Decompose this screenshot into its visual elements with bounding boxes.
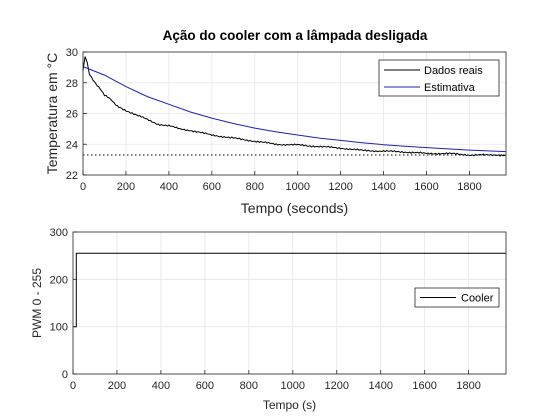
x-tick-label: 1000 <box>285 181 309 193</box>
x-tick-label: 800 <box>240 380 258 392</box>
y-tick-label: 200 <box>50 274 68 286</box>
x-tick-label: 1400 <box>371 181 395 193</box>
x-tick-label: 1800 <box>457 181 481 193</box>
legend: Dados reais Estimativa <box>378 59 500 97</box>
legend-label-dados-reais: Dados reais <box>424 65 483 77</box>
y-tick-label: 0 <box>62 369 68 381</box>
x-tick-label: 200 <box>117 181 135 193</box>
y-axis-label: PWM 0 - 255 <box>30 268 44 338</box>
x-axis-label: Tempo (s) <box>263 398 316 412</box>
temperature-plot: Ação do cooler com a lâmpada desligada 0… <box>44 28 507 216</box>
y-tick-label: 26 <box>66 109 78 121</box>
x-tick-label: 400 <box>152 380 170 392</box>
y-tick-label: 100 <box>50 322 68 334</box>
x-tick-label: 0 <box>70 380 76 392</box>
legend-label-estimativa: Estimativa <box>424 82 476 94</box>
y-tick-label: 22 <box>66 170 78 182</box>
legend: Cooler <box>414 287 500 308</box>
x-tick-label: 0 <box>80 181 86 193</box>
y-tick-label: 300 <box>50 227 68 239</box>
chart-title: Ação do cooler com a lâmpada desligada <box>163 28 428 43</box>
x-tick-label: 1600 <box>412 380 436 392</box>
legend-box <box>378 59 500 97</box>
y-tick-label: 24 <box>66 139 78 151</box>
y-tick-label: 30 <box>66 47 78 59</box>
pwm-plot: 0 200 400 600 800 1000 1200 1400 1600 1800 0 100 20… <box>30 227 507 412</box>
x-tick-label: 1400 <box>368 380 392 392</box>
x-tick-label: 1200 <box>328 181 352 193</box>
x-tick-label: 400 <box>160 181 178 193</box>
legend-box <box>414 287 500 308</box>
y-axis-label: Temperatura em °C <box>44 53 60 175</box>
y-tick-label: 28 <box>66 78 78 90</box>
x-tick-label: 1800 <box>456 380 480 392</box>
legend-label-cooler: Cooler <box>461 293 494 305</box>
series-line-estimativa <box>82 66 507 153</box>
x-tick-label: 1000 <box>281 380 305 392</box>
x-tick-label: 800 <box>246 181 264 193</box>
plot-frame <box>72 231 507 375</box>
x-tick-label: 1600 <box>414 181 438 193</box>
series-line-dados-reais <box>82 56 507 157</box>
x-axis-label: Tempo (seconds) <box>241 200 348 216</box>
x-tick-label: 200 <box>108 380 126 392</box>
x-tick-label: 600 <box>196 380 214 392</box>
x-tick-label: 1200 <box>325 380 349 392</box>
x-tick-label: 600 <box>203 181 221 193</box>
